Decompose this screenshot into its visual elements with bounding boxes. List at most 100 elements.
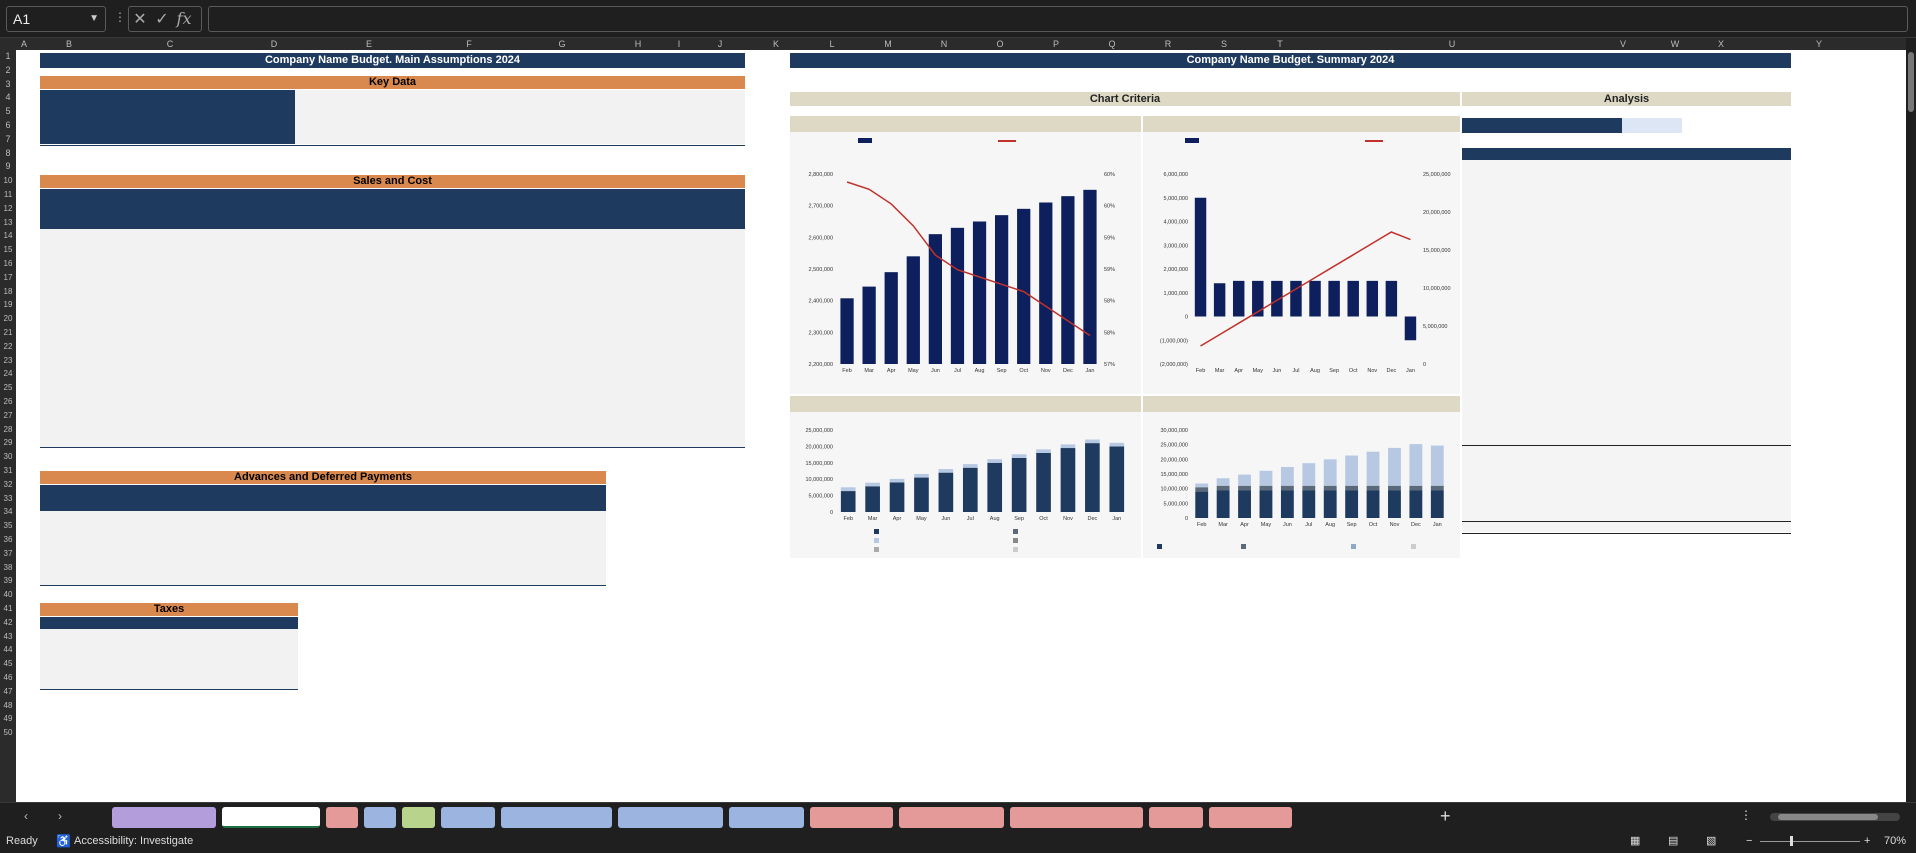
row-header[interactable]: 17 [3, 272, 13, 282]
sheet-tab-capex[interactable] [1148, 807, 1203, 828]
row-header[interactable]: 37 [3, 548, 13, 558]
formula-input[interactable] [208, 6, 1908, 32]
next-sheet-icon[interactable]: › [58, 809, 62, 823]
row-header[interactable]: 44 [3, 645, 13, 655]
row-header[interactable]: 25 [3, 383, 13, 393]
name-box[interactable]: A1 ▼ [6, 6, 106, 32]
sheet-tab-salaries[interactable] [728, 807, 805, 828]
accessibility-status[interactable]: Accessibility: Investigate [74, 835, 194, 847]
zoom-slider[interactable] [1760, 836, 1860, 846]
chart-1[interactable]: 6,000,000 5,000,000 4,000,000 3,000,000 2,00… [1143, 116, 1460, 394]
row-header[interactable]: 43 [3, 631, 13, 641]
zoom-thumb[interactable] [1790, 836, 1793, 846]
chart-2[interactable]: 25,000,000 20,000,000 15,000,000 10,000,000… [790, 396, 1141, 558]
sheet-tab-manufacturing[interactable] [500, 807, 613, 828]
column-header[interactable]: E [365, 39, 372, 49]
row-header[interactable]: 49 [3, 714, 13, 724]
column-header[interactable]: T [1277, 39, 1283, 49]
column-header[interactable]: X [1717, 39, 1724, 49]
row-header[interactable]: 4 [5, 92, 11, 103]
column-header[interactable]: M [884, 39, 892, 49]
row-header[interactable]: 14 [3, 231, 13, 241]
row-header[interactable]: 9 [5, 161, 11, 172]
row-header[interactable]: 22 [3, 341, 13, 351]
row-header[interactable]: 33 [3, 493, 13, 503]
column-header[interactable]: O [996, 39, 1004, 49]
column-header[interactable]: K [772, 39, 779, 49]
column-header[interactable]: S [1220, 39, 1227, 49]
sheet-tab-accounts-payable[interactable] [1009, 807, 1143, 828]
zoom-in-icon[interactable]: + [1864, 835, 1871, 847]
column-header[interactable]: C [166, 39, 174, 49]
sheet-tab-ar-advances[interactable] [899, 807, 1004, 828]
zoom-out-icon[interactable]: − [1746, 835, 1753, 847]
column-header[interactable]: V [1619, 39, 1626, 49]
fy-month-select[interactable] [1622, 118, 1682, 133]
cancel-icon[interactable]: ✕ [133, 11, 147, 28]
column-header[interactable]: D [270, 39, 278, 49]
row-header[interactable]: 39 [3, 576, 13, 586]
row-header[interactable]: 6 [5, 120, 11, 130]
row-header[interactable]: 1 [5, 51, 11, 61]
more-icon[interactable]: ⋮ [114, 10, 126, 24]
column-header[interactable]: A [20, 39, 27, 49]
sheet-tab-sga-expenses[interactable] [618, 807, 723, 828]
column-header[interactable]: Q [1108, 39, 1116, 49]
row-header[interactable]: 2 [5, 64, 11, 75]
column-header[interactable]: R [1164, 39, 1172, 49]
row-header[interactable]: 24 [3, 369, 13, 379]
column-header[interactable]: Y [1815, 39, 1822, 49]
column-header[interactable]: N [940, 39, 948, 49]
scroll-thumb[interactable] [1778, 814, 1878, 820]
worksheet-grid[interactable]: Company Name Budget. Main Assumptions 20… [16, 50, 1906, 802]
row-header[interactable]: 13 [3, 217, 13, 227]
sheet-tab-pl[interactable] [364, 807, 397, 828]
row-header[interactable]: 41 [3, 604, 13, 613]
row-header[interactable]: 34 [3, 507, 13, 517]
zoom-level[interactable]: 70% [1884, 835, 1907, 847]
row-header[interactable]: 12 [3, 203, 13, 213]
vertical-scrollbar[interactable] [1906, 38, 1916, 802]
row-header[interactable]: 46 [3, 673, 13, 682]
row-header[interactable]: 35 [3, 521, 13, 531]
chart-3[interactable]: 30,000,000 25,000,000 20,000,000 15,000,000… [1143, 396, 1460, 558]
row-header[interactable]: 19 [3, 300, 13, 310]
row-header[interactable]: 31 [3, 466, 13, 475]
row-header[interactable]: 50 [3, 728, 13, 738]
row-header[interactable]: 20 [3, 314, 13, 324]
chevron-down-icon[interactable]: ▼ [89, 13, 99, 24]
row-header[interactable]: 16 [3, 259, 13, 268]
row-header[interactable]: 8 [5, 147, 11, 158]
normal-view-icon[interactable]: ▦ [1630, 835, 1641, 847]
column-header[interactable]: G [558, 39, 566, 49]
page-break-icon[interactable]: ▧ [1706, 835, 1717, 847]
row-header[interactable]: 11 [3, 190, 13, 199]
row-header[interactable]: 3 [5, 78, 11, 89]
row-header[interactable]: 28 [3, 424, 13, 434]
column-header[interactable]: I [677, 39, 681, 49]
column-header[interactable]: H [634, 39, 642, 49]
column-header[interactable]: L [829, 39, 835, 49]
row-header[interactable]: 38 [3, 562, 13, 572]
sheet-tab-sales[interactable] [440, 807, 495, 828]
scroll-thumb[interactable] [1908, 52, 1914, 112]
sheet-tab-bs[interactable] [325, 807, 358, 828]
sheet-tab-chart-helpers[interactable] [1297, 807, 1410, 828]
row-header[interactable]: 48 [3, 700, 13, 710]
horizontal-scrollbar[interactable] [1770, 813, 1900, 821]
row-header[interactable]: 15 [3, 245, 13, 255]
row-header[interactable]: 36 [3, 535, 13, 544]
row-header[interactable]: 40 [3, 590, 13, 600]
row-header[interactable]: 21 [3, 328, 13, 337]
row-header[interactable]: 7 [5, 133, 11, 144]
row-header[interactable]: 10 [3, 176, 13, 186]
row-header[interactable]: 23 [3, 355, 13, 365]
column-header[interactable]: B [65, 39, 72, 49]
add-sheet-icon[interactable]: + [1440, 806, 1451, 826]
page-layout-icon[interactable]: ▤ [1668, 835, 1679, 847]
row-header[interactable]: 32 [3, 479, 13, 489]
column-header[interactable]: J [717, 39, 723, 49]
row-header[interactable]: 42 [3, 617, 13, 627]
column-header[interactable]: P [1052, 39, 1059, 49]
sheet-tab-purchases[interactable] [810, 807, 894, 828]
